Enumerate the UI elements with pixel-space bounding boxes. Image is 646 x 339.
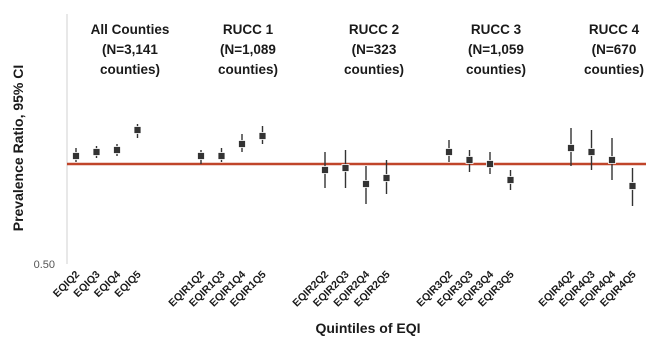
group-title-line: (N=323 (352, 42, 397, 57)
point-marker (217, 152, 226, 160)
group-titles: All Counties (N=3,141 counties) RUCC 1 (N=1,… (91, 22, 644, 77)
point-marker (486, 160, 494, 168)
group-title-line: RUCC 1 (223, 22, 274, 37)
point-marker (72, 152, 80, 160)
group-title-line: counties) (466, 62, 526, 77)
point-marker (628, 182, 637, 190)
point-marker (341, 164, 350, 172)
group-title-line: All Counties (91, 22, 170, 37)
point-marker (133, 126, 142, 134)
group-title-line: (N=670 (592, 42, 637, 57)
group-title-line: (N=1,059 (468, 42, 524, 57)
point-marker (382, 174, 391, 182)
group-title-line: RUCC 2 (349, 22, 399, 37)
group-title-line: (N=1,089 (220, 42, 276, 57)
point-markers (72, 126, 637, 190)
y-axis-title: Prevalence Ratio, 95% CI (10, 65, 26, 232)
point-marker (567, 144, 575, 152)
point-marker (445, 148, 453, 156)
group-title-line: (N=3,141 (102, 42, 158, 57)
group-title-line: RUCC 4 (589, 22, 640, 37)
point-marker (258, 132, 267, 140)
y-tick-label: 0.50 (34, 259, 55, 271)
group-title-line: RUCC 3 (471, 22, 522, 37)
point-marker (238, 140, 246, 148)
point-marker (92, 148, 101, 156)
group-title-line: counties) (344, 62, 404, 77)
group-title-line: counties) (584, 62, 644, 77)
point-marker (113, 146, 121, 154)
point-marker (321, 166, 329, 174)
point-marker (362, 180, 370, 188)
point-marker (197, 152, 205, 160)
y-ticks: 0.50 (34, 259, 55, 271)
x-axis-title: Quintiles of EQI (315, 320, 420, 336)
point-marker (608, 156, 616, 164)
point-marker (587, 148, 596, 156)
point-marker (465, 156, 474, 164)
point-marker (506, 176, 515, 184)
group-title-line: counties) (100, 62, 160, 77)
group-title-line: counties) (218, 62, 278, 77)
